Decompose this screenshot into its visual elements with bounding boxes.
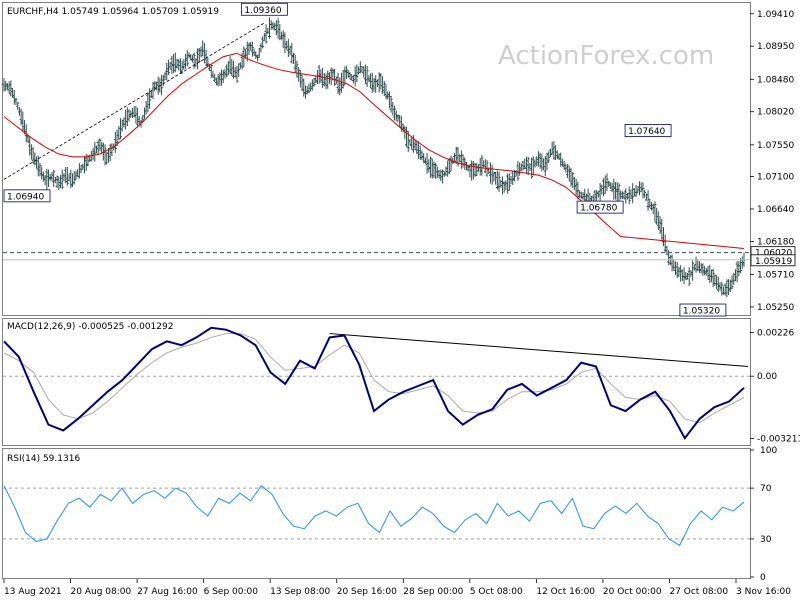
rsi-axis-label: 30 (760, 535, 772, 545)
price-axis-label: 1.09410 (757, 10, 794, 20)
annotation-box (576, 200, 624, 214)
price-axis-label: 1.06640 (757, 205, 794, 215)
rsi-panel-frame (2, 448, 751, 579)
price-axis-label: 1.08020 (757, 108, 794, 118)
price-trendline (3, 22, 265, 180)
rsi-axis-label: 0 (760, 573, 766, 583)
price-tag-current-text: 1.05919 (755, 257, 792, 267)
annotation-box (240, 2, 288, 16)
rsi-axis: 100 70 30 0 (750, 446, 777, 583)
rsi-axis-label: 100 (760, 446, 777, 456)
time-axis-label: 20 Oct 00:00 (603, 587, 662, 597)
annotation-label: 1.07640 (628, 127, 665, 137)
time-axis-label: 13 Aug 2021 (4, 587, 62, 597)
price-bars (2, 17, 746, 298)
rsi-axis-label: 70 (760, 484, 772, 494)
time-axis-label: 20 Sep 16:00 (337, 587, 397, 597)
price-axis-label: 1.08480 (757, 75, 794, 85)
price-axis: 1.09410 1.08950 1.08480 1.08020 1.07550 1.071… (750, 10, 794, 313)
annotation-box (679, 303, 727, 317)
macd-panel-frame (2, 318, 751, 446)
macd-line (3, 326, 745, 441)
macd-axis: 0.00226 0.00 -0.003211 (750, 328, 800, 444)
rsi-grid (3, 487, 750, 540)
price-axis-label: 1.07550 (757, 141, 794, 151)
time-axis-label: 27 Oct 08:00 (669, 587, 728, 597)
macd-trendline (329, 333, 749, 367)
time-axis-label: 13 Sep 08:00 (270, 587, 330, 597)
panel-frames (2, 2, 751, 579)
rsi-line (3, 484, 745, 546)
time-axis-label: 5 Oct 08:00 (470, 587, 523, 597)
price-axis-label: 1.08950 (757, 42, 794, 52)
symbol-header: EURCHF,H4 1.05749 1.05964 1.05709 1.0591… (7, 7, 219, 17)
annotation-label: 1.05320 (683, 307, 720, 317)
time-axis-label: 12 Oct 16:00 (536, 587, 595, 597)
annotation-label: 1.06940 (7, 192, 44, 202)
macd-signal-line (3, 333, 745, 424)
macd-axis-label: 0.00226 (757, 328, 794, 338)
price-axis-label: 1.05250 (757, 303, 794, 313)
annotation-box (3, 189, 51, 203)
price-axis-label: 1.07100 (757, 173, 794, 183)
rsi-label: RSI(14) 59.1316 (7, 454, 80, 464)
time-axis-label: 6 Sep 00:00 (204, 587, 259, 597)
price-tag-current: 1.05919 (750, 254, 796, 267)
time-axis-label: 28 Sep 00:00 (403, 587, 463, 597)
time-axis-label: 27 Aug 16:00 (137, 587, 198, 597)
macd-axis-label: -0.003211 (757, 434, 800, 444)
annotation-label: 1.09360 (244, 6, 281, 16)
price-panel-frame (2, 2, 751, 316)
price-annotations: 1.06940 1.09360 1.06780 1.07640 1.05320 (3, 2, 727, 317)
macd-axis-label: 0.00 (757, 372, 777, 382)
annotation-label: 1.06780 (580, 204, 617, 214)
annotation-box (624, 124, 672, 137)
price-axis-label: 1.05710 (757, 271, 794, 281)
price-axis-label: 1.06180 (757, 237, 794, 247)
moving-average-line (3, 52, 745, 249)
time-axis: 13 Aug 2021 20 Aug 08:00 27 Aug 16:00 6 Sep… (3, 579, 791, 597)
price-tag-level-text: 1.06020 (755, 249, 792, 259)
price-tag-current-bg (750, 254, 796, 267)
watermark: ActionForex.com (498, 41, 714, 71)
macd-label: MACD(12,26,9) -0.000525 -0.001292 (7, 322, 173, 332)
time-axis-label: 20 Aug 08:00 (71, 587, 132, 597)
time-axis-label: 3 Nov 16:00 (736, 587, 791, 597)
